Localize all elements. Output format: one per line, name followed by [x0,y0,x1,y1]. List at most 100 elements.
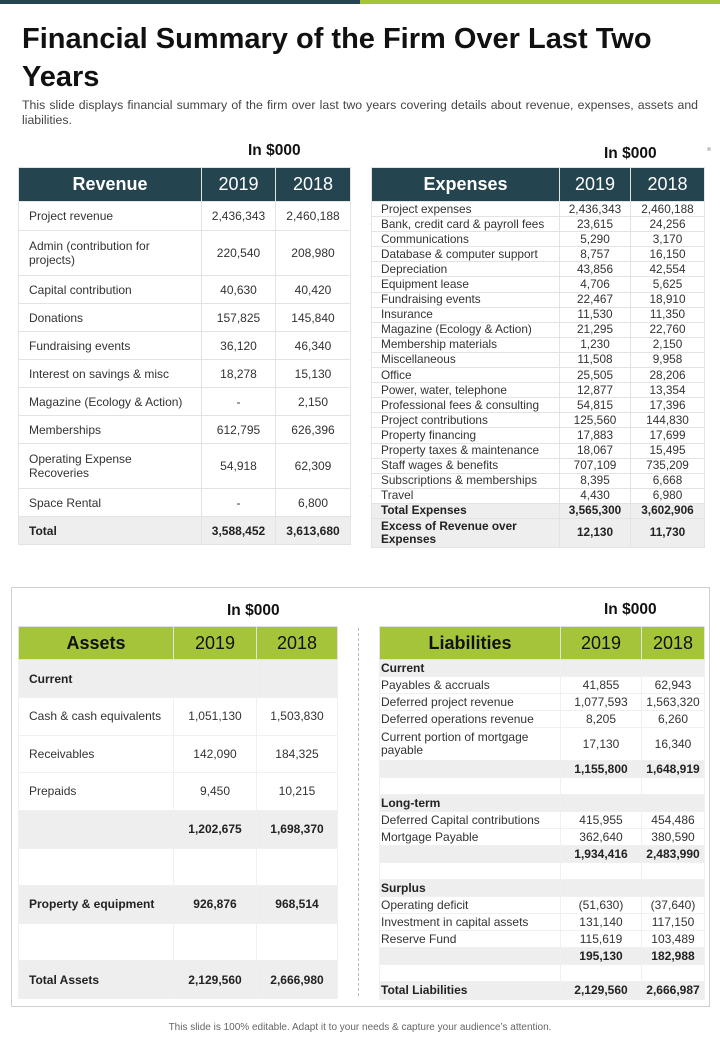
expenses-excess-2018: 11,730 [630,517,705,548]
expenses-row-2019: 22,467 [559,291,631,308]
expenses-row-label: Property financing [371,427,560,444]
expenses-row: Subscriptions & memberships 8,395 6,668 [371,472,705,489]
revenue-row: Magazine (Ecology & Action) -2,150 [18,387,351,416]
top-accent-bar [0,0,720,4]
expenses-row-2018: 16,150 [630,246,705,263]
revenue-row-2018: 15,130 [275,359,351,388]
revenue-row-label: Space Rental [18,488,202,517]
assets-property-row: Property & equipment 926,876 968,514 [18,885,338,924]
assets-property-2019: 926,876 [173,885,257,924]
revenue-header-2018: 2018 [275,167,351,202]
expenses-row-2019: 8,395 [559,472,631,489]
revenue-row-2018: 208,980 [275,230,351,276]
revenue-header-row: Revenue 2019 2018 [18,167,351,202]
liabilities-current-row-label: Payables & accruals [379,676,561,694]
revenue-row-label: Admin (contribution for projects) [18,230,202,276]
liabilities-surplus-label: Surplus [379,879,561,897]
liabilities-surplus-row: Operating deficit (51,630) (37,640) [379,896,705,914]
expenses-row-2018: 9,958 [630,351,705,369]
expenses-row-label: Fundraising events [371,291,560,308]
assets-row-label: Prepaids [18,772,174,811]
liabilities-current-subtotal-2019: 1,155,800 [560,760,642,778]
revenue-row-2019: 36,120 [201,331,276,360]
revenue-total-2018: 3,613,680 [275,516,351,545]
liabilities-surplus-row-2018: 103,489 [641,930,705,948]
liabilities-current-row-2019: 41,855 [560,676,642,694]
assets-total-2018: 2,666,980 [256,960,338,999]
expenses-row-2019: 4,706 [559,276,631,293]
expenses-row-2018: 3,170 [630,231,705,248]
expenses-row-label: Depreciation [371,261,560,278]
expenses-row-2019: 21,295 [559,321,631,338]
expenses-row-label: Communications [371,231,560,248]
liabilities-longterm-subtotal-2019: 1,934,416 [560,845,642,863]
liabilities-current-row-2018: 6,260 [641,710,705,728]
footer-note: This slide is 100% editable. Adapt it to… [168,1022,552,1033]
liabilities-current-subtotal-blank [379,760,561,778]
revenue-row-label: Magazine (Ecology & Action) [18,387,202,416]
revenue-row-2018: 62,309 [275,443,351,489]
expenses-row-label: Insurance [371,306,560,323]
page-subtitle: This slide displays financial summary of… [22,98,698,127]
liabilities-spacer [379,862,561,880]
liabilities-current-label: Current [379,659,561,677]
liabilities-surplus-row-2019: (51,630) [560,896,642,914]
liabilities-longterm-subtotal-row: 1,934,416 2,483,990 [379,845,705,863]
assets-property-label: Property & equipment [18,885,174,924]
expenses-row-2018: 17,699 [630,427,705,444]
expenses-table: Expenses 2019 2018 Project expenses 2,436… [371,167,705,548]
assets-header-category: Assets [18,626,174,660]
liabilities-surplus-row-label: Reserve Fund [379,930,561,948]
assets-row-2018: 10,215 [256,772,338,811]
expenses-row-label: Membership materials [371,336,560,353]
revenue-row: Donations 157,825 145,840 [18,303,351,332]
expenses-header-row: Expenses 2019 2018 [371,167,705,202]
assets-spacer-row [18,922,338,961]
revenue-total-row: Total 3,588,452 3,613,680 [18,516,351,545]
expenses-row-2019: 1,230 [559,336,631,353]
liabilities-unit-label: In $000 [604,601,657,618]
assets-row-2019: 9,450 [173,772,257,811]
liabilities-surplus-subtotal-blank [379,947,561,965]
expenses-row-2019: 125,560 [559,412,631,429]
expenses-row-label: Professional fees & consulting [371,397,560,414]
expenses-row-2019: 4,430 [559,487,631,504]
liabilities-longterm-row: Deferred Capital contributions 415,955 454… [379,811,705,829]
expenses-excess-label: Excess of Revenue over Expenses [371,517,560,548]
liabilities-header-2018: 2018 [641,626,705,660]
assets-subtotal-blank [18,809,174,849]
expenses-row: Miscellaneous 11,508 9,958 [371,351,705,369]
liabilities-current-row: Deferred operations revenue 8,205 6,260 [379,710,705,728]
revenue-total-label: Total [18,516,202,545]
liabilities-surplus-row-2018: 117,150 [641,913,705,931]
revenue-row-label: Interest on savings & misc [18,359,202,388]
liabilities-header-category: Liabilities [379,626,561,660]
liabilities-spacer-row [379,964,705,982]
assets-subtotal-2019: 1,202,675 [173,809,257,849]
expenses-total-label: Total Expenses [371,502,560,519]
assets-spacer [256,922,338,961]
assets-subtotal-row: 1,202,675 1,698,370 [18,809,338,849]
expenses-row: Property taxes & maintenance 18,067 15,495 [371,442,705,459]
expenses-row-2019: 25,505 [559,367,631,384]
liabilities-current-label-row: Current [379,659,705,677]
liabilities-longterm-row-2018: 380,590 [641,828,705,846]
expenses-row: Travel 4,430 6,980 [371,487,705,504]
assets-spacer [18,922,174,961]
expenses-row: Bank, credit card & payroll fees 23,615 24… [371,216,705,233]
expenses-row-2018: 42,554 [630,261,705,278]
scroll-indicator [707,147,711,151]
assets-header-2019: 2019 [173,626,257,660]
expenses-row-2018: 2,460,188 [630,200,705,218]
liabilities-surplus-row-2018: (37,640) [641,896,705,914]
liabilities-longterm-subtotal-blank [379,845,561,863]
expenses-row-2019: 11,508 [559,351,631,369]
expenses-row: Magazine (Ecology & Action) 21,295 22,760 [371,321,705,338]
revenue-row-2018: 2,150 [275,387,351,416]
revenue-row-label: Operating Expense Recoveries [18,443,202,489]
expenses-row-label: Subscriptions & memberships [371,472,560,489]
revenue-row-2018: 6,800 [275,488,351,517]
top-accent-dark [0,0,360,4]
revenue-row-2018: 145,840 [275,303,351,332]
expenses-row-2019: 18,067 [559,442,631,459]
